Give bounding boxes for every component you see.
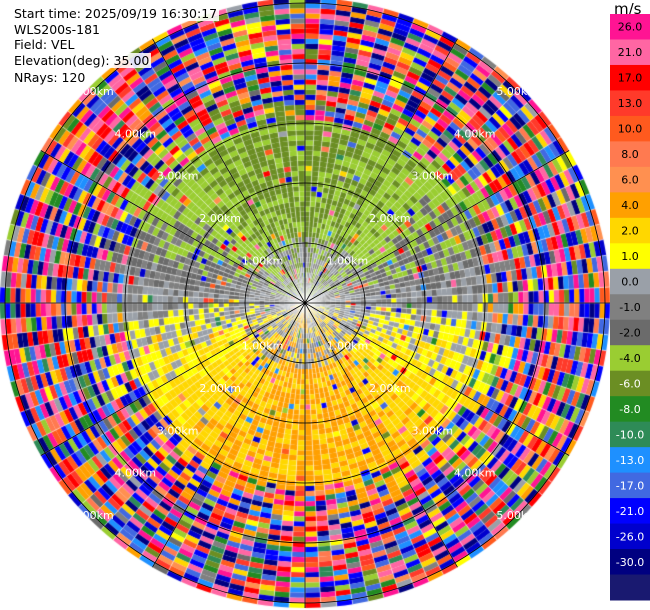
ring-label-2km-1: 2.00km bbox=[369, 212, 411, 225]
nrays-text: NRays: 120 bbox=[12, 70, 88, 85]
colorbar-tick-label: 2.0 bbox=[621, 225, 639, 238]
colorbar-swatch-1 bbox=[610, 39, 650, 66]
colorbar-swatch-7 bbox=[610, 192, 650, 219]
ring-label-5km-1: 5.00km bbox=[496, 85, 538, 98]
colorbar-tick-label: -1.0 bbox=[619, 301, 640, 314]
ring-label-4km-2: 4.00km bbox=[454, 467, 496, 480]
colorbar-tick-label: -21.0 bbox=[616, 505, 644, 518]
ring-label-1km-2: 1.00km bbox=[327, 339, 369, 352]
colorbar-swatch-13 bbox=[610, 345, 650, 372]
colorbar-tick-label: -4.0 bbox=[619, 352, 640, 365]
instrument-text: WLS200s-181 bbox=[12, 22, 102, 37]
ring-label-1km-3: 1.00km bbox=[242, 339, 284, 352]
colorbar-tick-label: 6.0 bbox=[621, 174, 639, 187]
field-text: Field: VEL bbox=[12, 37, 77, 52]
colorbar-swatch-15 bbox=[610, 396, 650, 423]
colorbar-swatch-19 bbox=[610, 498, 650, 525]
azimuth-spoke-300 bbox=[40, 150, 306, 304]
ring-label-1km-0: 1.00km bbox=[242, 255, 284, 268]
colorbar-tick-label: -30.0 bbox=[616, 556, 644, 569]
colorbar-swatch-8 bbox=[610, 217, 650, 244]
azimuth-spoke-240 bbox=[40, 302, 306, 456]
colorbar-tick-label: -17.0 bbox=[616, 479, 644, 492]
colorbar-tick-label: -2.0 bbox=[619, 326, 640, 339]
colorbar-swatch-21 bbox=[610, 549, 650, 576]
colorbar-swatch-22 bbox=[610, 574, 650, 601]
colorbar-swatch-14 bbox=[610, 370, 650, 397]
azimuth-spoke-30 bbox=[304, 38, 458, 304]
colorbar-swatch-5 bbox=[610, 141, 650, 168]
colorbar-swatch-16 bbox=[610, 421, 650, 448]
colorbar-unit: m/s bbox=[614, 0, 642, 18]
colorbar-tick-label: 21.0 bbox=[618, 46, 643, 59]
ring-label-2km-2: 2.00km bbox=[369, 382, 411, 395]
colorbar-swatch-3 bbox=[610, 90, 650, 117]
ring-label-5km-3: 5.00km bbox=[72, 509, 114, 522]
ring-label-4km-3: 4.00km bbox=[115, 467, 157, 480]
colorbar-swatch-2 bbox=[610, 64, 650, 91]
colorbar-tick-label: -10.0 bbox=[616, 428, 644, 441]
colorbar-swatch-11 bbox=[610, 294, 650, 321]
ring-label-5km-0: 5.00km bbox=[72, 85, 114, 98]
start-time-text: Start time: 2025/09/19 16:30:17 bbox=[12, 6, 220, 21]
colorbar-tick-label: 1.0 bbox=[621, 250, 639, 263]
ring-label-2km-3: 2.00km bbox=[199, 382, 241, 395]
colorbar-tick-label: 10.0 bbox=[618, 123, 643, 136]
colorbar-tick-label: 0.0 bbox=[621, 276, 639, 289]
ring-label-5km-2: 5.00km bbox=[496, 509, 538, 522]
colorbar-swatch-4 bbox=[610, 115, 650, 142]
colorbar-tick-label: -13.0 bbox=[616, 454, 644, 467]
colorbar-swatch-9 bbox=[610, 243, 650, 270]
colorbar-swatch-10 bbox=[610, 268, 650, 295]
azimuth-spoke-210 bbox=[152, 302, 306, 568]
ring-label-2km-0: 2.00km bbox=[199, 212, 241, 225]
colorbar-swatch-20 bbox=[610, 523, 650, 550]
colorbar-swatch-6 bbox=[610, 166, 650, 193]
colorbar-swatch-17 bbox=[610, 447, 650, 474]
azimuth-spoke-150 bbox=[304, 302, 458, 568]
azimuth-spoke-120 bbox=[304, 302, 570, 456]
colorbar-swatch-12 bbox=[610, 319, 650, 346]
elevation-text: Elevation(deg): 35.00 bbox=[12, 53, 152, 68]
ring-label-3km-1: 3.00km bbox=[411, 170, 453, 183]
ring-label-3km-2: 3.00km bbox=[411, 424, 453, 437]
colorbar-swatch-0 bbox=[610, 14, 650, 40]
colorbar-tick-label: -6.0 bbox=[619, 377, 640, 390]
ring-label-3km-0: 3.00km bbox=[157, 170, 199, 183]
colorbar-tick-label: -8.0 bbox=[619, 403, 640, 416]
colorbar-tick-label: 4.0 bbox=[621, 199, 639, 212]
colorbar-swatch-18 bbox=[610, 472, 650, 499]
azimuth-spoke-60 bbox=[304, 150, 570, 304]
colorbar-tick-label: 13.0 bbox=[618, 97, 643, 110]
colorbar-tick-label: 8.0 bbox=[621, 148, 639, 161]
ring-label-4km-1: 4.00km bbox=[454, 127, 496, 140]
ring-label-3km-3: 3.00km bbox=[157, 424, 199, 437]
ring-label-4km-0: 4.00km bbox=[115, 127, 157, 140]
colorbar-tick-label: 17.0 bbox=[618, 72, 643, 85]
colorbar-tick-label: -26.0 bbox=[616, 530, 644, 543]
colorbar-tick-label: 26.0 bbox=[618, 21, 643, 34]
ring-label-1km-1: 1.00km bbox=[327, 255, 369, 268]
azimuth-spoke-330 bbox=[152, 38, 306, 304]
